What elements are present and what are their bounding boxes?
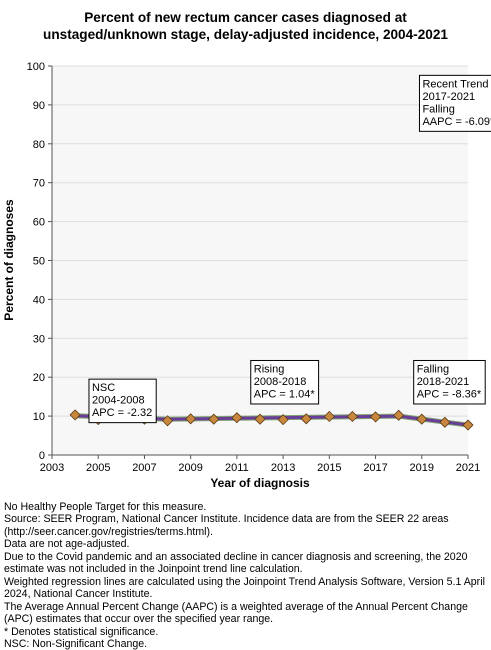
x-tick-label: 2021 <box>456 462 480 474</box>
annotation-text: 2018-2021 <box>417 376 470 388</box>
data-point <box>439 416 451 428</box>
data-point <box>231 412 243 424</box>
line-chart: 0 10 20 30 40 50 60 70 80 90 100 2003 2005 2007 2009 20… <box>2 61 491 490</box>
x-axis-label: Year of diagnosis <box>210 476 310 490</box>
y-tick-label: 100 <box>27 61 45 73</box>
annotation-text: Falling <box>422 103 454 115</box>
annotation-frame <box>413 359 486 405</box>
y-tick-label: 50 <box>33 256 45 268</box>
annotation-text: Falling <box>417 363 449 375</box>
y-tick-label: 10 <box>33 411 45 423</box>
annotation-text: 2004-2008 <box>92 395 145 407</box>
footnote-aapc: The Average Annual Percent Change (AAPC)… <box>4 600 468 626</box>
annotation-text: Recent Trend <box>422 78 488 90</box>
data-point <box>277 414 289 426</box>
y-tick-label: 70 <box>33 178 45 190</box>
y-tick-label: 0 <box>39 450 45 462</box>
annotation-text: APC = -2.32 <box>92 407 152 419</box>
footnote-joinpoint: Weighted regression lines are calculated… <box>4 575 485 601</box>
annotation-text: APC = 1.04* <box>254 388 316 400</box>
data-point <box>208 413 220 425</box>
x-tick-label: 2005 <box>86 462 110 474</box>
data-point <box>462 419 474 431</box>
data-point <box>254 413 266 425</box>
annotation-frame <box>250 359 320 405</box>
data-point <box>69 409 81 421</box>
chart-title: Percent of new rectum cancer cases diagn… <box>0 9 491 43</box>
annotation-text: NSC <box>92 382 115 394</box>
x-tick-label: 2017 <box>363 462 387 474</box>
footnote-source: Source: SEER Program, National Cancer In… <box>4 513 449 538</box>
annotation-text: AAPC = -6.09* <box>422 116 491 128</box>
y-tick-label: 80 <box>33 139 45 151</box>
data-point <box>346 410 359 423</box>
x-tick-label: 2007 <box>132 462 156 474</box>
y-tick-label: 60 <box>33 217 45 229</box>
annotation-text: 2017-2021 <box>422 91 475 103</box>
grid-lines <box>52 65 468 417</box>
annotation-frame <box>88 378 157 424</box>
data-point <box>416 413 428 425</box>
data-point <box>185 413 197 425</box>
data-point <box>369 411 382 423</box>
y-tick-label: 30 <box>33 333 45 345</box>
chart-title-line-1: Percent of new rectum cancer cases diagn… <box>84 10 407 25</box>
x-tick-label: 2011 <box>225 462 249 474</box>
y-tick-label: 40 <box>33 294 45 306</box>
footnotes: No Healthy People Target for this measur… <box>4 501 488 650</box>
annotation-text: Rising <box>254 363 285 375</box>
annotation-frame <box>418 74 491 132</box>
y-tick-label: 90 <box>33 100 45 112</box>
x-tick-label: 2013 <box>271 462 295 474</box>
footnote-covid: Due to the Covid pandemic and an associa… <box>4 550 468 576</box>
data-point <box>300 413 312 425</box>
y-axis-label: Percent of diagnoses <box>2 199 16 321</box>
chart-title-line-2: unstaged/unknown stage, delay-adjusted i… <box>43 27 448 42</box>
annotation-text: 2008-2018 <box>254 376 307 388</box>
y-tick-label: 20 <box>33 372 45 384</box>
data-point <box>393 409 405 421</box>
x-tick-label: 2003 <box>40 462 64 474</box>
x-tick-label: 2019 <box>410 462 434 474</box>
annotation-text: APC = -8.36* <box>417 388 482 400</box>
footnote-nsc: NSC: Non-Significant Change. <box>4 637 148 650</box>
data-point <box>323 410 335 423</box>
tick-labels: 0 10 20 30 40 50 60 70 80 90 100 2003 2005 2007 2009 20… <box>27 61 481 474</box>
footnote-age-adjust: Data are not age-adjusted. <box>4 538 130 551</box>
x-tick-label: 2015 <box>317 462 341 474</box>
data-point <box>161 415 174 427</box>
footnote-target: No Healthy People Target for this measur… <box>4 501 207 513</box>
x-tick-label: 2009 <box>178 462 202 474</box>
footnote-significance: * Denotes statistical significance. <box>4 625 159 638</box>
